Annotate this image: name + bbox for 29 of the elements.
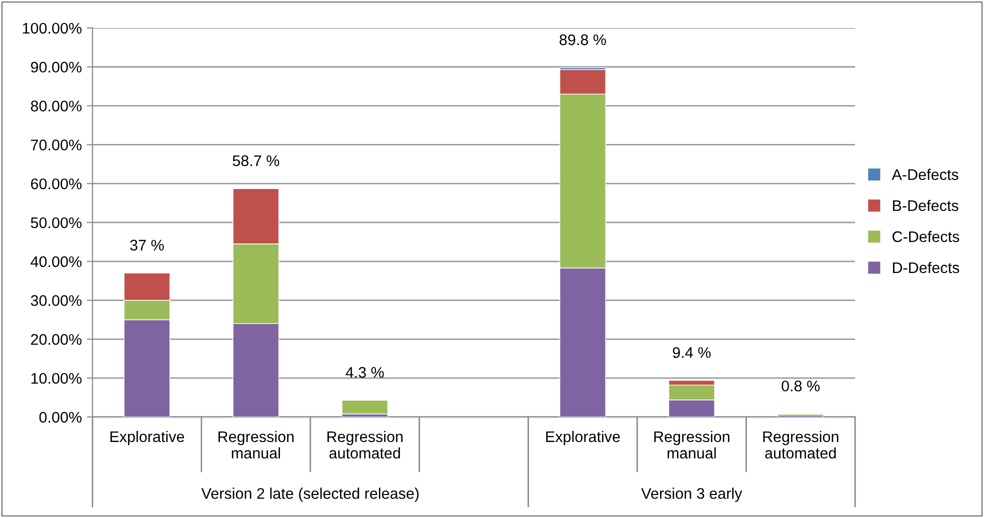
y-tick-label: 20.00% (31, 334, 82, 345)
x-tick-label: Regression manual (218, 430, 294, 459)
y-tick-label: 0.00% (39, 412, 82, 423)
total-label: 89.8 % (560, 34, 606, 46)
y-tick-label: 70.00% (31, 140, 82, 150)
total-label: 58.7 % (232, 155, 280, 166)
total-label: 4.3 % (346, 366, 384, 378)
text: Version 2 late (selected release) (201, 488, 419, 502)
y-tick-label: 40.00% (30, 256, 82, 268)
y-tick-label: 10.00% (31, 372, 82, 384)
x-tick-label: Regression automated (763, 430, 838, 459)
x-tick-label: Regression manual (654, 430, 730, 459)
legend-label: D-Defects (893, 262, 960, 274)
y-tick-label: 80.00% (30, 100, 82, 112)
legend-label: B-Defects (893, 200, 958, 212)
x-tick-label: Explorative (546, 430, 620, 446)
y-tick-label: 60.00% (31, 178, 82, 190)
x-tick-label: Regression automated (327, 430, 402, 459)
total-label: 0.8 % (782, 380, 820, 392)
y-tick-label: 90.00% (30, 62, 82, 73)
y-tick-label: 50.00% (30, 217, 82, 228)
text: Version 3 early (641, 488, 742, 502)
legend-label: A-Defects (892, 168, 958, 180)
total-label: 37 % (130, 240, 164, 251)
total-label: 9.4 % (672, 347, 711, 358)
x-tick-label: Explorative (110, 430, 184, 446)
y-tick-label: 30.00% (30, 295, 82, 306)
legend-label: C-Defects (892, 230, 960, 242)
y-tick-label: 100.00% (22, 22, 82, 34)
